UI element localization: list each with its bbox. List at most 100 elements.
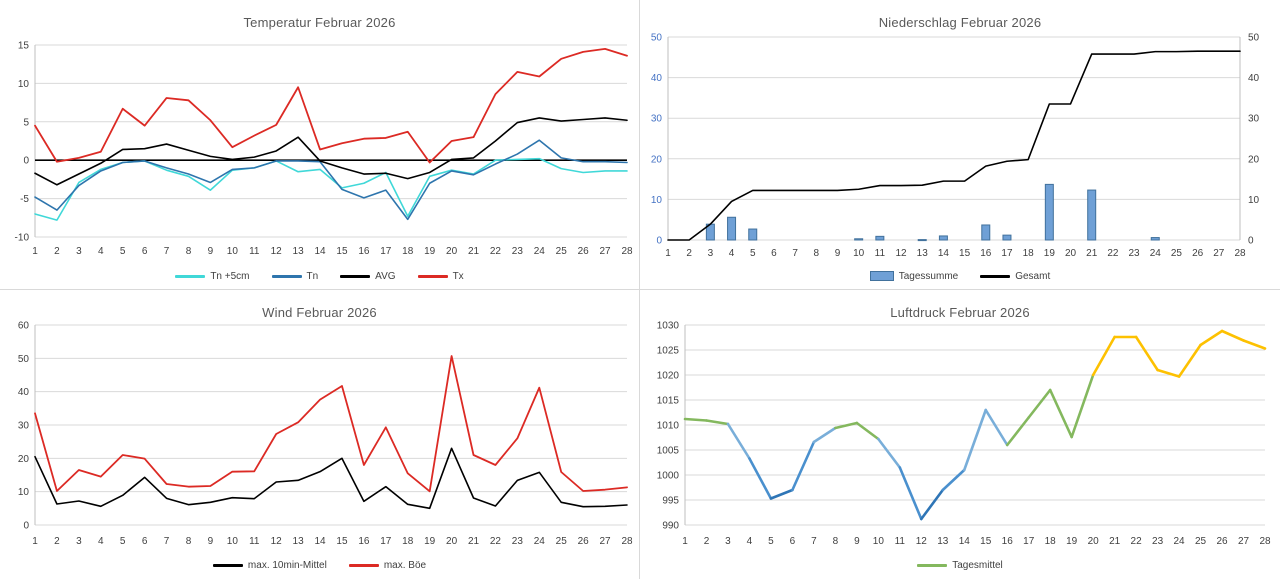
wind-xtick: 10 (227, 536, 239, 547)
precipitation-xtick: 18 (1023, 248, 1035, 259)
wind-ytick: 30 (18, 421, 30, 432)
temperature-ytick: 5 (23, 117, 29, 128)
temperature-xtick: 27 (600, 246, 612, 257)
series-tx (34, 47, 628, 164)
precipitation-xtick: 11 (875, 248, 886, 259)
pressure-xtick: 5 (768, 536, 774, 547)
pressure-ytick: 995 (662, 496, 679, 507)
series-max-10min-mittel (34, 447, 628, 510)
pressure-xtick: 4 (747, 536, 753, 547)
temperature-xtick: 24 (534, 246, 546, 257)
pressure-xtick: 28 (1259, 536, 1271, 547)
legend-item-tagessumme: Tagessumme (869, 270, 959, 282)
legend-line-swatch (417, 274, 448, 278)
precipitation-ytick-right: 50 (1248, 33, 1260, 44)
legend-label: Tn +5cm (210, 270, 250, 282)
legend-item-tn: Tn (271, 271, 318, 282)
wind-ytick: 50 (18, 354, 30, 365)
legend-label: Tx (452, 270, 464, 282)
precipitation-ytick-right: 0 (1248, 236, 1254, 247)
pressure-xtick: 20 (1088, 536, 1100, 547)
wind-xtick: 13 (293, 536, 305, 547)
pressure-xtick: 17 (1023, 536, 1035, 547)
pressure-ytick: 1030 (657, 321, 680, 332)
temperature-ytick: -10 (15, 233, 30, 244)
precipitation-ytick: 20 (651, 154, 663, 165)
legend-bar-swatch (869, 271, 894, 281)
wind-xtick: 23 (512, 536, 524, 547)
precipitation-ytick-right: 20 (1248, 154, 1260, 165)
series-tn-5cm (34, 157, 628, 221)
temperature-xtick: 10 (227, 246, 239, 257)
precipitation-xtick: 21 (1086, 248, 1098, 259)
wind-xtick: 5 (120, 536, 126, 547)
legend-line-swatch (212, 563, 243, 567)
precipitation-xtick: 24 (1150, 248, 1162, 259)
pressure-xtick: 26 (1216, 536, 1228, 547)
series-gesamt (667, 50, 1241, 241)
precipitation-xtick: 6 (771, 248, 777, 259)
precipitation-ytick: 10 (651, 195, 663, 206)
wind-xtick: 3 (76, 536, 82, 547)
series-avg (34, 117, 628, 186)
temperature-xtick: 25 (556, 246, 568, 257)
temperature-xtick: 26 (578, 246, 590, 257)
pressure-title: Luftdruck Februar 2026 (890, 305, 1030, 320)
temperature-xtick: 6 (142, 246, 148, 257)
precipitation-ytick: 40 (651, 73, 663, 84)
temperature-xtick: 22 (490, 246, 502, 257)
precipitation-xtick: 19 (1044, 248, 1056, 259)
precipitation-xtick: 7 (792, 248, 798, 259)
precipitation-xtick: 16 (980, 248, 992, 259)
wind-legend: max. 10min-Mittel max. Böe (0, 551, 639, 579)
wind-xtick: 18 (402, 536, 414, 547)
legend-label: Tagessumme (898, 270, 959, 282)
precipitation-ytick-right: 40 (1248, 73, 1260, 84)
precipitation-xtick: 15 (959, 248, 971, 259)
precipitation-panel: Niederschlag Februar 2026 0 0 10 10 20 20 30 30… (640, 0, 1280, 290)
pressure-xtick: 7 (811, 536, 817, 547)
legend-label: max. 10min-Mittel (247, 559, 327, 571)
legend-line-swatch (917, 563, 948, 567)
pressure-ytick: 1005 (657, 446, 680, 457)
legend-item-tn-5cm: Tn +5cm (175, 270, 250, 282)
temperature-xtick: 11 (249, 246, 260, 257)
temperature-xtick: 16 (358, 246, 370, 257)
legend-line-swatch (271, 274, 302, 278)
temperature-xtick: 13 (293, 246, 305, 257)
precipitation-xtick: 4 (729, 248, 735, 259)
temperature-xtick: 12 (271, 246, 283, 257)
legend-item-max-b-e: max. Böe (348, 560, 426, 571)
precipitation-xtick: 13 (917, 248, 929, 259)
precipitation-xtick: 20 (1065, 248, 1077, 259)
legend-line-swatch (980, 274, 1011, 278)
pressure-xtick: 1 (682, 536, 688, 547)
precipitation-xtick: 2 (686, 248, 692, 259)
wind-xtick: 27 (600, 536, 612, 547)
precipitation-xtick: 14 (938, 248, 950, 259)
legend-label: AVG (375, 270, 396, 282)
pressure-ytick: 990 (662, 521, 679, 532)
temperature-ytick: 10 (18, 79, 30, 90)
temperature-title: Temperatur Februar 2026 (243, 15, 396, 30)
pressure-xtick: 11 (895, 536, 906, 547)
temperature-panel: Temperatur Februar 2026 15 10 5 0 -5 -10 1 2 3 4 5… (0, 0, 640, 290)
legend-line-swatch (340, 274, 371, 278)
temperature-xtick: 3 (76, 246, 82, 257)
pressure-ytick: 1010 (657, 421, 680, 432)
pressure-xtick: 18 (1045, 536, 1057, 547)
pressure-xtick: 25 (1195, 536, 1207, 547)
temperature-xtick: 18 (402, 246, 414, 257)
wind-xtick: 17 (380, 536, 392, 547)
wind-xtick: 15 (336, 536, 348, 547)
temperature-xtick: 19 (424, 246, 436, 257)
wind-xtick: 7 (164, 536, 170, 547)
wind-xtick: 20 (446, 536, 458, 547)
pressure-xtick: 19 (1066, 536, 1078, 547)
legend-item-tx: Tx (417, 270, 464, 282)
